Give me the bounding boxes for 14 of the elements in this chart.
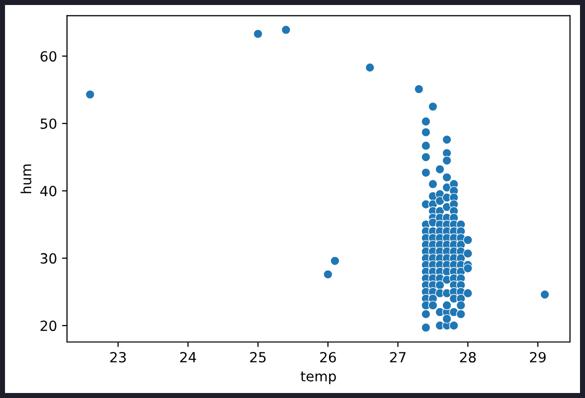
y-tick-label: 50	[40, 118, 56, 129]
x-tick-label: 25	[250, 352, 266, 362]
x-tick-label: 27	[390, 352, 406, 362]
y-axis-title: hum	[20, 164, 32, 194]
y-tick-label: 30	[40, 253, 56, 264]
x-axis-title: temp	[300, 372, 336, 384]
y-tick-label: 40	[40, 186, 56, 196]
y-tick-label: 60	[40, 51, 56, 62]
x-tick-label: 29	[530, 352, 546, 362]
x-tick-label: 23	[110, 352, 126, 362]
y-tick-label: 20	[40, 320, 56, 332]
x-tick-label: 28	[460, 352, 476, 362]
x-tick-label: 24	[180, 352, 196, 362]
x-tick-label: 26	[320, 352, 336, 362]
